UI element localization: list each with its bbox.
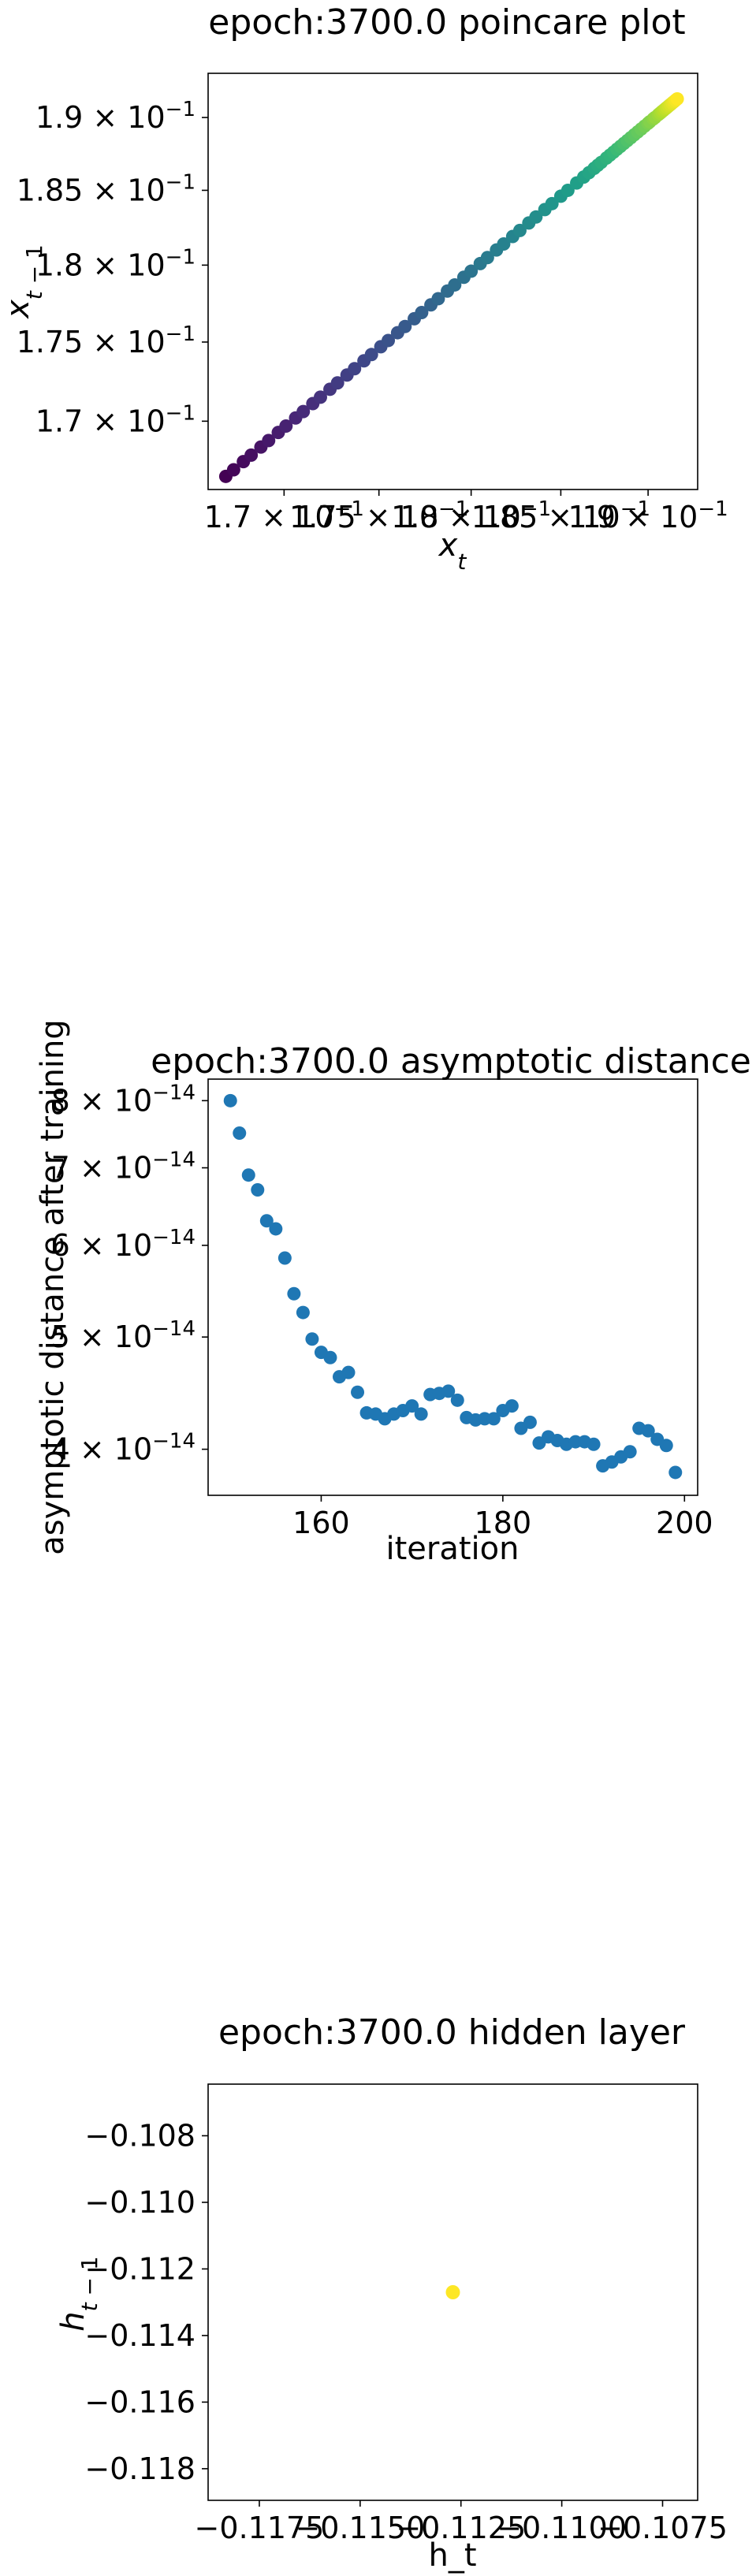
data-point [497, 237, 511, 251]
hidden-layer-points [445, 2285, 460, 2299]
hidden-layer-y-label: ht − 1 [55, 2256, 102, 2331]
data-point [277, 1251, 292, 1265]
x-tick-label: 1.9 × 10−1 [568, 497, 728, 534]
data-point [241, 1168, 255, 1182]
y-tick-label: −0.114 [84, 2318, 196, 2353]
data-point [668, 1465, 683, 1480]
poincare-chart: epoch:3700.0 poincare plot 1.7 × 10−11.7… [0, 2, 728, 575]
data-point [670, 91, 684, 106]
data-point [341, 1365, 356, 1379]
y-tick-label: 1.7 × 10−1 [35, 401, 196, 438]
y-tick-label: −0.118 [84, 2451, 196, 2486]
poincare-plot-frame [207, 73, 698, 490]
data-point [641, 1424, 655, 1438]
data-point [296, 1305, 310, 1320]
y-tick-label: 1.8 × 10−1 [35, 245, 196, 282]
data-point [415, 306, 429, 320]
data-point [505, 1399, 519, 1413]
x-tick-label: −0.1175 [195, 2511, 325, 2545]
x-tick-label: −0.1075 [598, 2511, 728, 2545]
y-tick-label: −0.108 [84, 2118, 196, 2153]
hidden-layer-y-ticks: −0.108 −0.110 −0.112 −0.114 −0.116 −0.118 [84, 2118, 208, 2486]
data-point [448, 277, 462, 292]
y-tick-label: 8 × 10−14 [51, 1081, 196, 1118]
hidden-layer-x-label: h_t [428, 2537, 476, 2574]
data-point [431, 292, 445, 306]
y-tick-label: −0.112 [84, 2251, 196, 2286]
x-tick-label: −0.1150 [295, 2511, 425, 2545]
y-tick-label: 1.9 × 10−1 [35, 98, 196, 135]
data-point [262, 434, 276, 448]
data-point [512, 223, 527, 237]
data-point [414, 1407, 428, 1421]
y-tick-label: −0.110 [84, 2185, 196, 2220]
data-point [279, 419, 293, 433]
data-point [269, 1222, 283, 1236]
asymptotic-x-ticks: 160 180 200 [292, 1495, 713, 1540]
data-point [382, 333, 396, 348]
data-point [405, 1399, 419, 1413]
data-point [351, 1385, 365, 1399]
hidden-layer-x-ticks: −0.1175−0.1150−0.1125−0.1100−0.1075 [195, 2500, 728, 2545]
data-point [251, 1182, 265, 1197]
x-tick-label: −0.1100 [497, 2511, 627, 2545]
poincare-x-ticks: 1.7 × 10−11.75 × 10−11.8 × 10−11.85 × 10… [204, 490, 728, 534]
poincare-points [218, 91, 684, 483]
y-tick-label: 1.85 × 10−1 [17, 170, 196, 207]
y-tick-label: 6 × 10−14 [51, 1226, 196, 1263]
y-tick-label: 5 × 10−14 [51, 1317, 196, 1354]
asymptotic-x-label: iteration [386, 1531, 520, 1567]
data-point [450, 1393, 464, 1407]
hidden-layer-title: epoch:3700.0 hidden layer [218, 2012, 686, 2053]
data-point [464, 264, 479, 278]
poincare-x-label: xt [438, 527, 467, 575]
data-point [398, 319, 412, 333]
y-tick-label: −0.116 [84, 2384, 196, 2419]
asymptotic-title: epoch:3700.0 asymptotic distance [151, 1041, 751, 1081]
hidden-layer-plot-frame [207, 2083, 698, 2501]
y-tick-label: 1.75 × 10−1 [17, 322, 196, 359]
asymptotic-plot-frame [207, 1078, 698, 1496]
data-point [529, 210, 543, 224]
data-point [223, 1093, 237, 1107]
y-tick-label: 4 × 10−14 [51, 1430, 196, 1467]
asymptotic-y-ticks: 4 × 10−14 5 × 10−14 6 × 10−14 7 × 10−14 8 × … [51, 1081, 208, 1467]
data-point [226, 463, 240, 477]
data-point [623, 1445, 637, 1459]
data-point [323, 1350, 337, 1364]
data-point [330, 376, 344, 390]
data-point [545, 196, 559, 210]
data-point [441, 1384, 456, 1398]
data-point [523, 1415, 537, 1429]
asymptotic-y-label: asymptotic distance after training [35, 1019, 71, 1555]
x-tick-label: 160 [292, 1506, 350, 1540]
poincare-y-label: xt − 1 [0, 244, 47, 320]
data-point [659, 1439, 673, 1453]
data-point [560, 183, 575, 197]
data-point [244, 448, 259, 462]
poincare-title: epoch:3700.0 poincare plot [208, 2, 685, 43]
data-point [445, 2285, 460, 2299]
hidden-layer-chart: epoch:3700.0 hidden layer −0.1175−0.1150… [55, 2012, 728, 2574]
x-tick-label: −0.1125 [396, 2511, 526, 2545]
x-tick-label: 180 [475, 1506, 532, 1540]
data-point [480, 251, 494, 265]
data-point [486, 1412, 501, 1426]
x-tick-label: 200 [656, 1506, 713, 1540]
data-point [348, 362, 362, 376]
y-tick-label: 7 × 10−14 [51, 1148, 196, 1186]
data-point [364, 348, 378, 362]
data-point [587, 1437, 601, 1451]
asymptotic-points [223, 1093, 683, 1480]
data-point [233, 1126, 247, 1140]
data-point [305, 1332, 319, 1346]
data-point [313, 390, 327, 404]
data-point [287, 1286, 301, 1301]
x-tick-label: 1.8 × 10−1 [391, 497, 551, 534]
asymptotic-chart: epoch:3700.0 asymptotic distance 160 180 2… [35, 1019, 751, 1567]
data-point [259, 1214, 274, 1228]
data-point [296, 404, 311, 419]
